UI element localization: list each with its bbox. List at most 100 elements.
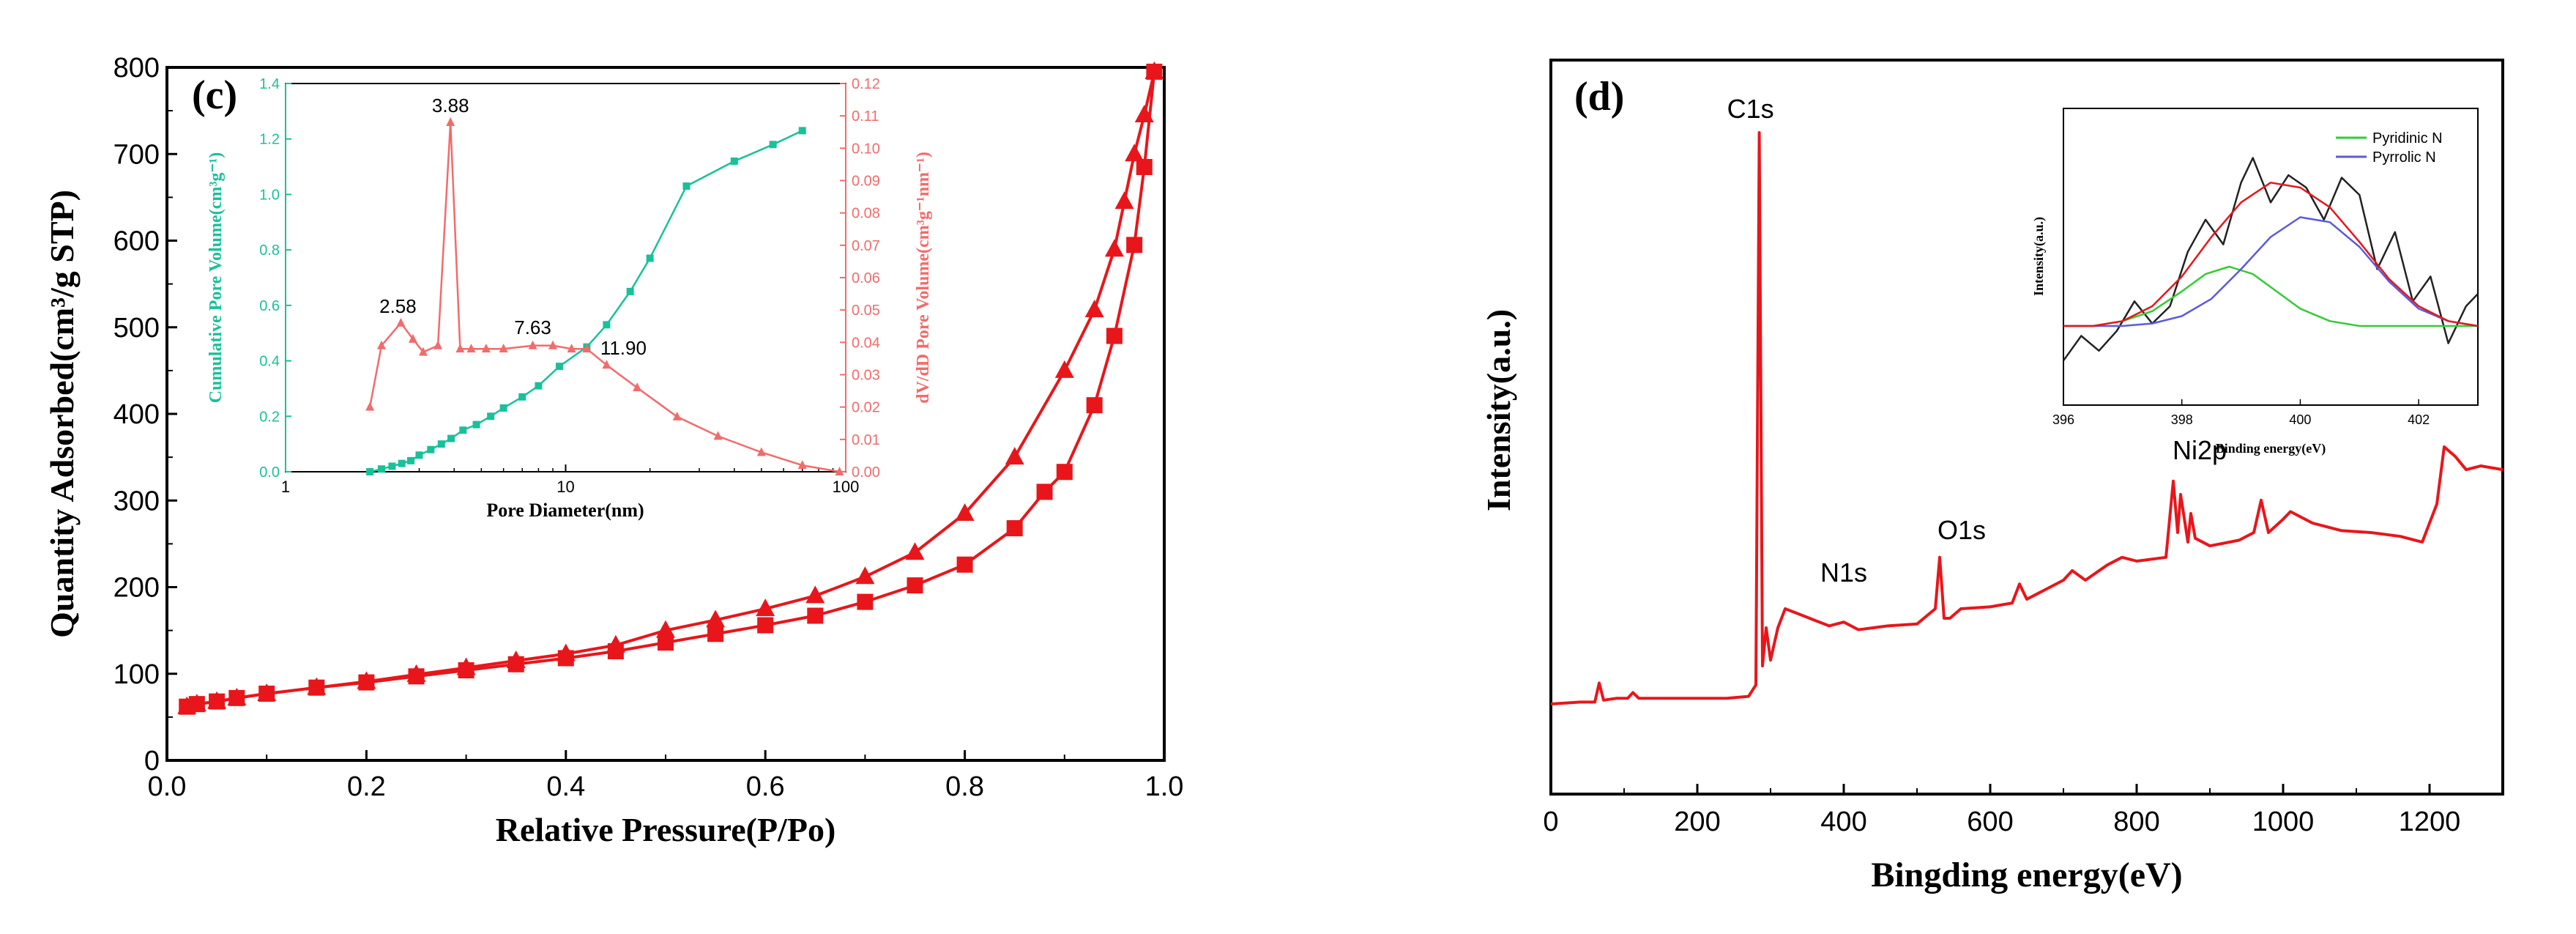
panel-d-inset-series [2062,157,2479,362]
inset-right-tick-label: 0.04 [852,335,880,351]
y-tick-label: 800 [113,53,160,84]
panel-d-frame [1549,59,2504,796]
inset-left-tick-label: 1.2 [259,132,280,148]
inset-cumulative-point [459,426,467,434]
inset-cumulative-point [518,393,526,401]
inset-dvdd-point [481,344,491,353]
inset-right-tick-label: 0.08 [852,206,880,222]
inset-right-tick-label: 0.07 [852,238,880,254]
inset-right-tick-label: 0.01 [852,432,880,448]
inset-peak-annotation: 7.63 [514,316,551,338]
inset-dvdd-point [433,340,443,349]
desorption-point [706,609,726,628]
legend-label: Pyridinic N [2372,130,2443,147]
desorption-point [756,598,775,617]
desorption-point [307,677,327,695]
desorption-point [656,620,675,638]
x-tick-label: 0 [1543,807,1558,837]
inset-dvdd-point [582,344,592,353]
adsorption-point [1126,237,1143,253]
inset-right-tick-label: 0.02 [852,400,880,416]
desorption-point [556,643,576,661]
desorption-point [1104,239,1124,257]
adsorption-point [1036,483,1053,500]
desorption-point [456,657,476,675]
inset-dvdd-point [376,340,386,349]
x-tick-label: 0.0 [148,771,187,802]
adsorption-point [658,634,674,651]
inset-peak-annotation: 2.58 [379,295,417,317]
inset-cumulative-point [447,434,455,442]
desorption-point [1084,300,1104,318]
panel-d-inset-y-label: Intensity(a.u.) [2031,217,2047,296]
inset-peak-annotation: 11.90 [600,337,647,359]
inset-dvdd-point [466,344,476,353]
inset-fit-line [2063,182,2479,327]
inset-cumulative-point [798,127,806,135]
inset-dvdd-point [756,447,766,456]
inset-cumulative-point [415,451,423,459]
desorption-point [1144,61,1164,79]
panel-c-inset-frame [285,83,846,472]
panel-d-inset-legend: Pyridinic N Pyrrolic N [2336,130,2443,166]
panel-d-inset-frame [2063,108,2479,406]
desorption-point [1134,105,1154,123]
desorption-point [805,585,825,604]
desorption-point [1125,144,1144,162]
x-tick-label: 600 [1967,807,2013,837]
inset-cumulative-point [398,459,406,467]
inset-cumulative-point [377,465,385,473]
inset-right-tick-label: 0.06 [852,270,880,286]
inset-cumulative-point [626,287,634,295]
y-tick-label: 600 [113,226,160,257]
desorption-point [1005,447,1024,465]
panel-c-inset: 1 10 100 0.0 0.2 0.4 0.6 0.8 1.0 1.2 1.4 0.00 0.01 0.… [206,76,933,521]
inset-left-tick-label: 0.8 [259,242,280,259]
inset-cumulative-point [769,141,777,149]
inset-dvdd-point [672,411,682,420]
inset-right-tick-label: 0.00 [852,464,880,481]
inset-right-tick-label: 0.09 [852,174,880,190]
y-tick-label: 200 [113,573,160,604]
inset-cumulative-point [499,404,507,412]
inset-left-tick-label: 1.0 [259,187,280,203]
x-tick-label: 400 [1820,807,1866,837]
adsorption-point [757,617,774,634]
inset-dvdd-point [455,344,465,353]
inset-dvdd-point [408,333,417,343]
peak-label: O1s [1937,515,1986,545]
inset-cumulative-point [555,363,563,371]
desorption-point [855,566,875,585]
inset-x-tick-label: 402 [2408,412,2430,427]
inset-dvdd-point [713,431,723,440]
inset-dvdd-point [548,340,557,349]
inset-right-tick-label: 0.11 [852,108,879,125]
xps-survey-line [1551,131,2503,705]
adsorption-point [707,626,724,642]
x-tick-label: 0.2 [347,771,386,802]
adsorption-point [1006,520,1023,537]
inset-x-tick-label: 1 [281,478,290,496]
adsorption-point [807,607,824,624]
inset-cumulative-point [603,321,611,329]
inset-dvdd-point [567,344,576,353]
inset-x-tick-label: 398 [2171,412,2193,427]
inset-dvdd-point [446,117,455,126]
panel-c-x-ticks: 0.0 0.2 0.4 0.6 0.8 1.0 [148,750,1183,802]
y-tick-label: 100 [113,659,160,690]
panel-d-x-ticks: 0 200 400 600 800 1000 1200 [1543,784,2460,837]
inset-cumulative-point [366,468,374,475]
inset-right-tick-label: 0.10 [852,141,880,157]
inset-left-tick-label: 0.4 [259,354,280,370]
inset-dvdd-point [633,382,642,392]
inset-cumulative-point [646,254,654,262]
x-tick-label: 0.8 [945,771,984,802]
desorption-point [905,542,925,560]
inset-dvdd-point [499,344,508,353]
inset-cumulative-point [388,462,396,470]
inset-right-tick-label: 0.05 [852,303,880,319]
peak-label: C1s [1727,94,1774,124]
desorption-point [506,651,526,669]
y-tick-label: 700 [113,139,160,170]
